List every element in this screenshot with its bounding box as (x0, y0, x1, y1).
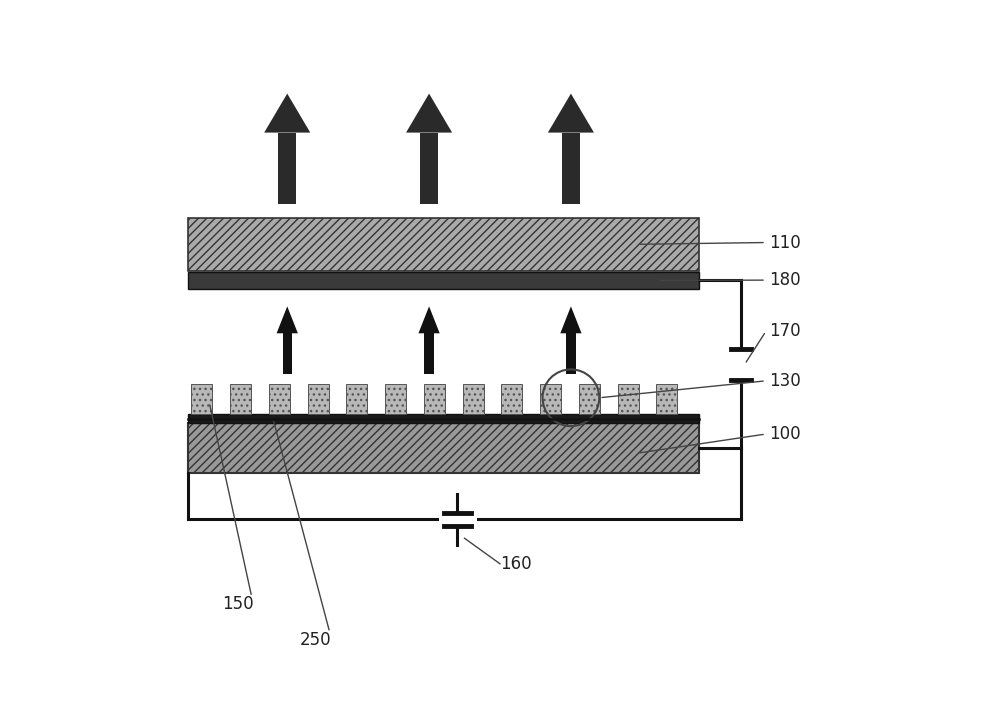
Text: 100: 100 (770, 425, 801, 443)
Bar (191, 384, 212, 414)
Bar (188, 218, 699, 271)
Bar (540, 384, 561, 414)
Text: 250: 250 (300, 631, 331, 649)
Bar (656, 384, 677, 414)
Bar (424, 384, 445, 414)
Bar (424, 333, 434, 374)
Bar (283, 333, 292, 374)
Bar (566, 333, 576, 374)
Polygon shape (418, 306, 440, 333)
Bar (385, 384, 406, 414)
Bar (346, 384, 367, 414)
Text: 170: 170 (770, 322, 801, 340)
Bar (230, 384, 251, 414)
Bar (269, 384, 290, 414)
Bar (579, 384, 600, 414)
Bar (501, 384, 522, 414)
Bar (308, 384, 329, 414)
Polygon shape (264, 93, 310, 132)
Bar (463, 384, 484, 414)
Polygon shape (560, 306, 582, 333)
Polygon shape (277, 306, 298, 333)
Polygon shape (548, 93, 594, 132)
Text: 150: 150 (222, 595, 253, 613)
Bar (188, 272, 699, 288)
Text: 110: 110 (770, 234, 801, 251)
Text: 160: 160 (500, 555, 532, 572)
Bar (562, 132, 580, 204)
Bar (618, 384, 639, 414)
Text: 180: 180 (770, 271, 801, 289)
Bar (278, 132, 296, 204)
Bar (420, 132, 438, 204)
Bar (188, 414, 699, 424)
Bar (188, 424, 699, 473)
Text: 130: 130 (770, 372, 801, 390)
Polygon shape (406, 93, 452, 132)
